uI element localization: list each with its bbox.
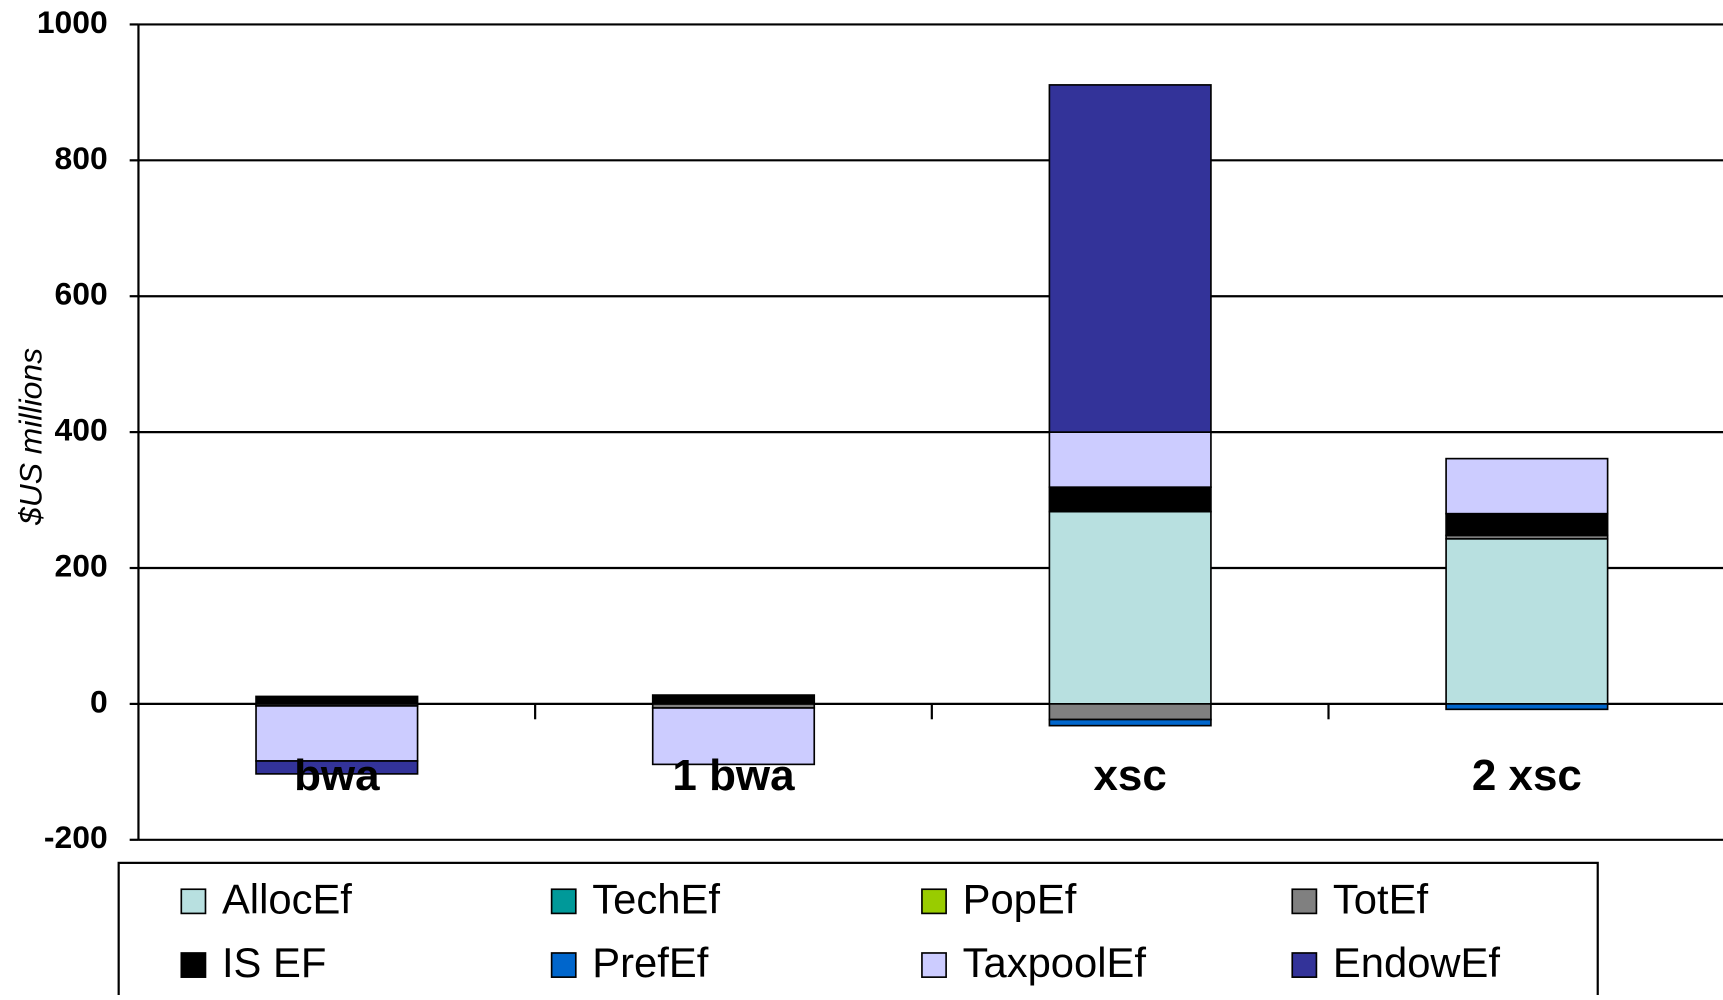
legend-label: TaxpoolEf <box>963 939 1147 986</box>
legend-swatch <box>550 888 577 915</box>
legend-swatch <box>1291 952 1318 978</box>
bar-segment <box>1048 486 1212 513</box>
y-tick-label: 200 <box>55 547 108 583</box>
bar-segment <box>1445 703 1609 711</box>
bar-segment <box>1048 718 1212 727</box>
legend-label: AllocEf <box>222 875 352 922</box>
bar-segment <box>651 707 816 766</box>
x-tick-label: 1 bwa <box>672 751 795 800</box>
legend-label: PopEf <box>963 875 1077 922</box>
x-tick-label: xsc <box>1094 751 1167 800</box>
bar-segment <box>651 694 816 705</box>
legend-swatch <box>921 952 947 978</box>
legend-label: TechEf <box>592 875 720 922</box>
legend-swatch <box>180 952 207 978</box>
bar-segment <box>1048 84 1212 433</box>
legend-label: TotEf <box>1333 875 1429 922</box>
bar-segment <box>1445 457 1609 515</box>
legend-label: PrefEf <box>592 939 708 986</box>
bar-segment <box>255 760 419 775</box>
legend-swatch <box>550 952 577 978</box>
legend-swatch <box>180 888 207 915</box>
legend-swatch <box>1291 888 1318 915</box>
y-axis-label: $US millions <box>12 348 48 526</box>
bar-segment <box>1048 431 1212 488</box>
y-tick-label: 400 <box>55 412 108 448</box>
legend-label: IS EF <box>222 939 326 986</box>
y-tick-label: -200 <box>44 819 108 855</box>
y-tick-label: 600 <box>55 276 108 312</box>
bar-segment <box>1048 510 1212 705</box>
x-tick-label: bwa <box>294 751 380 800</box>
bar-segment <box>1048 703 1212 721</box>
bar-segment <box>1445 537 1609 705</box>
y-tick-label: 800 <box>55 140 108 176</box>
x-tick-label: 2 xsc <box>1472 751 1582 800</box>
y-tick-label: 0 <box>90 683 108 719</box>
legend-box <box>117 861 1599 1000</box>
legend-swatch <box>921 888 947 915</box>
legend-label: EndowEf <box>1333 939 1501 986</box>
bar-segment <box>1445 512 1609 537</box>
bar-segment <box>255 705 419 762</box>
y-tick-label: 1000 <box>37 4 108 40</box>
bar-segment <box>255 695 419 705</box>
